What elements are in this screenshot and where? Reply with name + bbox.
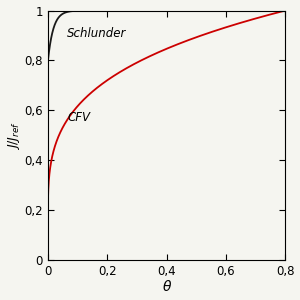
Text: CFV: CFV bbox=[67, 112, 90, 124]
Y-axis label: $J$/$J_{ref}$: $J$/$J_{ref}$ bbox=[6, 121, 22, 150]
Text: Schlunder: Schlunder bbox=[67, 27, 127, 40]
X-axis label: θ: θ bbox=[162, 280, 171, 294]
